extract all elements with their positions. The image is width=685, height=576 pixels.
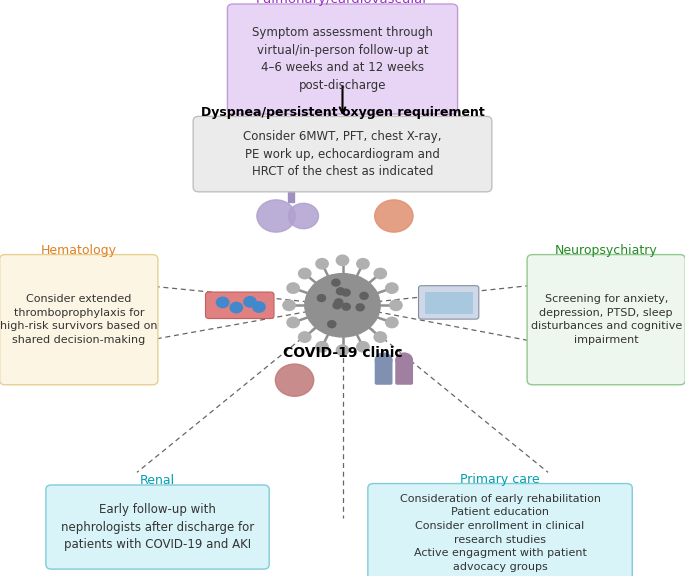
Text: Neuropsychiatry: Neuropsychiatry [555, 244, 658, 257]
Circle shape [396, 353, 412, 367]
Circle shape [287, 283, 299, 293]
Circle shape [342, 304, 350, 310]
Text: Hematology: Hematology [41, 244, 116, 257]
FancyBboxPatch shape [375, 358, 393, 385]
Text: Consider extended
thromboprophylaxis for
high-risk survivors based on
shared dec: Consider extended thromboprophylaxis for… [0, 294, 158, 345]
FancyBboxPatch shape [368, 484, 632, 576]
Circle shape [386, 317, 398, 328]
Circle shape [283, 300, 295, 310]
Circle shape [374, 268, 386, 279]
FancyBboxPatch shape [46, 485, 269, 569]
FancyBboxPatch shape [193, 116, 492, 192]
FancyBboxPatch shape [227, 4, 458, 114]
Circle shape [275, 364, 314, 396]
Circle shape [253, 302, 265, 312]
Circle shape [334, 299, 342, 306]
Text: Dyspnea/persistent oxygen requirement: Dyspnea/persistent oxygen requirement [201, 105, 484, 119]
Circle shape [336, 255, 349, 266]
Circle shape [375, 200, 413, 232]
Circle shape [360, 293, 368, 300]
Text: Renal: Renal [140, 474, 175, 487]
Circle shape [257, 200, 295, 232]
Text: Early follow-up with
nephrologists after discharge for
patients with COVID-19 an: Early follow-up with nephrologists after… [61, 503, 254, 551]
FancyBboxPatch shape [419, 286, 479, 319]
Circle shape [299, 332, 311, 342]
Text: COVID-19 clinic: COVID-19 clinic [283, 346, 402, 359]
Bar [288, 191, 294, 202]
Circle shape [288, 203, 319, 229]
Circle shape [342, 289, 350, 296]
Circle shape [390, 300, 402, 310]
Text: Pulmonary/cardiovascular: Pulmonary/cardiovascular [256, 0, 429, 6]
Circle shape [386, 283, 398, 293]
Circle shape [333, 302, 341, 309]
Circle shape [244, 297, 256, 307]
Circle shape [305, 274, 380, 337]
FancyBboxPatch shape [425, 292, 473, 314]
Text: Screening for anxiety,
depression, PTSD, sleep
disturbances and cognitive
impair: Screening for anxiety, depression, PTSD,… [531, 294, 682, 345]
Circle shape [316, 259, 328, 269]
Circle shape [216, 297, 229, 308]
Circle shape [230, 302, 242, 313]
Circle shape [327, 321, 336, 328]
Text: Symptom assessment through
virtual/in-person follow-up at
4–6 weeks and at 12 we: Symptom assessment through virtual/in-pe… [252, 26, 433, 92]
Text: Consider 6MWT, PFT, chest X-ray,
PE work up, echocardiogram and
HRCT of the ches: Consider 6MWT, PFT, chest X-ray, PE work… [243, 130, 442, 178]
Circle shape [357, 259, 369, 269]
Circle shape [374, 332, 386, 342]
Circle shape [336, 288, 345, 295]
FancyBboxPatch shape [527, 255, 685, 385]
FancyBboxPatch shape [0, 255, 158, 385]
FancyBboxPatch shape [206, 292, 274, 319]
Circle shape [332, 279, 340, 286]
Text: Primary care: Primary care [460, 473, 540, 486]
Circle shape [287, 317, 299, 328]
Circle shape [316, 342, 328, 352]
Circle shape [317, 294, 325, 301]
FancyBboxPatch shape [395, 358, 413, 385]
Circle shape [299, 268, 311, 279]
Circle shape [357, 342, 369, 352]
Circle shape [336, 345, 349, 355]
Circle shape [356, 304, 364, 311]
Text: Consideration of early rehabilitation
Patient education
Consider enrollment in c: Consideration of early rehabilitation Pa… [399, 494, 601, 572]
Circle shape [375, 353, 392, 367]
